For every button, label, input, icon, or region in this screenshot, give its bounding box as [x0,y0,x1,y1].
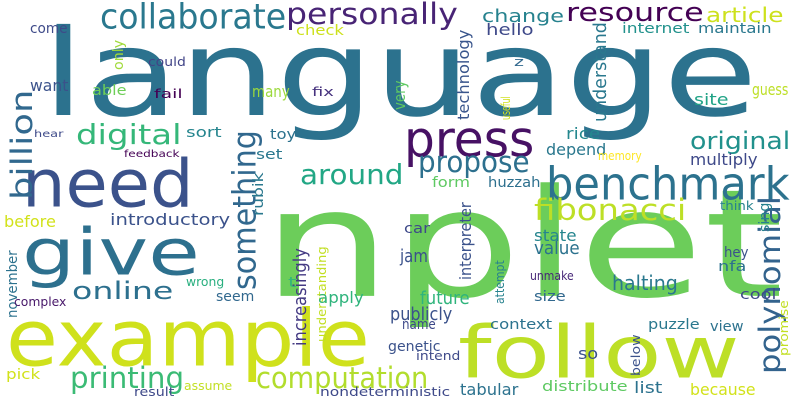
word-think: think [720,197,754,214]
word-article: article [706,3,784,28]
word-jam: jam [400,245,428,268]
word-feedback: feedback [124,149,180,160]
word-technology: technology [453,29,474,120]
word-rubik: rubik [250,172,268,216]
word-seem: seem [216,288,255,306]
word-assume: assume [184,377,233,394]
word-could: could [148,53,186,70]
word-introductory: introductory [110,209,231,230]
word-fix: fix [312,83,334,100]
word-genetic: genetic [388,338,441,356]
word-collaborate: collaborate [100,0,287,38]
word-cool: cool [740,286,777,304]
word-follow: follow [458,311,740,396]
word-propose: propose [418,144,530,180]
word-come: come [30,20,68,38]
word-hear: hear [34,129,64,140]
word-only: only [110,39,128,70]
word-publicly: publicly [390,303,453,326]
word-sing: sing [756,202,774,232]
word-around: around [300,158,404,192]
word-hello: hello [486,19,534,40]
word-digital: digital [76,118,182,152]
word-distribute: distribute [542,378,628,396]
word-useful: useful [497,96,514,120]
word-before: before [4,211,56,232]
word-hey: hey [724,244,749,262]
word-understand: understand [589,22,612,122]
word-view: view [710,318,744,336]
word-nfa: nfa [718,258,747,276]
word-because: because [690,379,756,400]
word-state: state [534,225,577,246]
word-car: car [404,220,430,238]
word-name: name [402,316,436,334]
word-depend: depend [546,139,607,160]
word-huzzah: huzzah [488,174,541,192]
word-want: want [30,75,69,96]
word-maintain: maintain [698,20,772,38]
word-check: check [296,22,344,40]
word-size: size [534,288,566,306]
word-unmake: unmake [530,267,574,284]
word-billion: billion [4,89,40,200]
word-future: future [420,287,470,310]
word-interpreter: interpreter [455,202,476,280]
word-press: press [404,111,535,170]
word-pick: pick [6,366,41,384]
word-form: form [432,174,471,192]
word-original: original [690,127,791,156]
word-site: site [694,89,729,110]
word-nplet: nplet [262,157,784,332]
word-fail: fail [154,85,183,102]
word-many: many [252,81,290,102]
word-language: language [42,3,758,144]
word-sort: sort [186,124,222,142]
word-resource: resource [566,0,704,28]
word-example: example [6,293,370,385]
word-able: able [92,82,127,100]
word-list: list [634,377,663,398]
word-z: z [514,53,524,70]
word-online: online [72,277,174,306]
word-very: very [389,80,410,110]
word-intend: intend [416,347,461,364]
word-halting: halting [612,271,678,296]
word-give: give [22,216,200,291]
word-wrong: wrong [186,273,225,290]
word-increasingly: increasingly [289,248,312,346]
word-promise: promise [775,300,792,356]
word-apply: apply [318,287,364,308]
word-tabular: tabular [460,379,519,400]
word-computation: computation [256,360,429,396]
word-multiply: multiply [690,149,758,170]
word-internet: internet [622,20,690,38]
word-below: below [627,334,644,376]
word-benchmark: benchmark [546,157,790,212]
word-memory: memory [598,147,642,164]
word-toy: toy [270,126,297,144]
word-attempt: attempt [491,260,508,304]
word-change: change [482,5,564,28]
word-so: so [578,343,599,364]
word-result: result [134,383,175,400]
word-value: value [534,237,580,260]
word-fibonacci: fibonacci [534,192,687,228]
word-need: need [22,145,194,223]
word-complex: complex [14,293,67,310]
word-guess: guess [752,79,789,100]
word-personally: personally [286,0,458,32]
word-set: set [256,146,283,164]
word-printing: printing [70,360,185,396]
word-rice: rice [566,123,601,144]
word-t: t [288,274,297,292]
word-nondeterministic: nondeterministic [320,383,451,400]
word-context: context [490,316,553,334]
word-puzzle: puzzle [648,316,700,334]
